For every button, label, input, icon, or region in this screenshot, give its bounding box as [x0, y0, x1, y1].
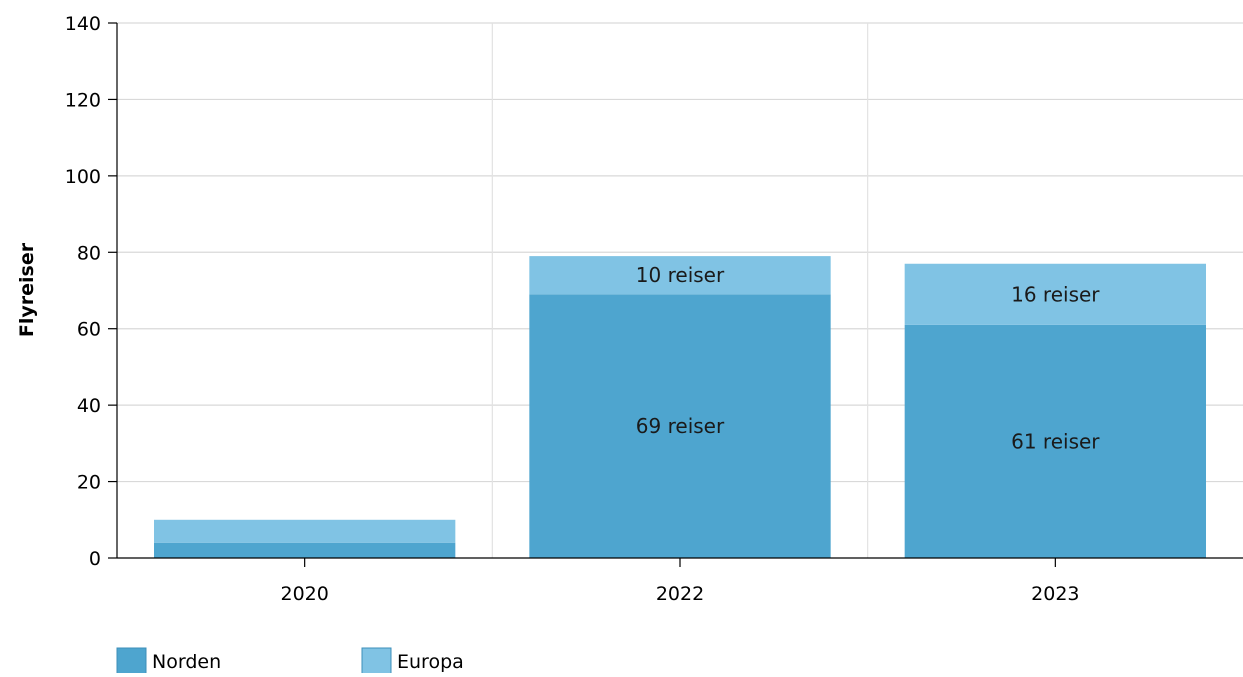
bar-norden-2022[interactable] [529, 294, 831, 558]
y-tick-label: 60 [77, 319, 101, 341]
y-tick-label: 140 [65, 13, 101, 35]
y-axis-title: Flyreiser [16, 242, 38, 337]
bar-norden-2020[interactable] [154, 542, 456, 558]
y-tick-label: 20 [77, 472, 101, 494]
bars-layer [154, 256, 1206, 558]
data-label-norden-2023: 61 reiser [1011, 429, 1100, 453]
y-tick-label: 40 [77, 395, 101, 417]
data-label-europa-2023: 16 reiser [1011, 282, 1100, 306]
y-tick-label: 0 [89, 548, 101, 570]
bar-europa-2020[interactable] [154, 519, 456, 543]
legend-swatch-norden [116, 647, 147, 676]
x-tick-label-2022: 2022 [656, 583, 704, 605]
y-tick-label: 100 [65, 166, 101, 188]
legend: Norden Europa [116, 647, 464, 676]
legend-label-europa: Europa [397, 651, 464, 673]
x-tick-label-2023: 2023 [1031, 583, 1079, 605]
data-labels-layer: 69 reiser 10 reiser 61 reiser 16 reiser [636, 263, 1101, 453]
data-label-norden-2022: 69 reiser [636, 414, 725, 438]
x-tick-label-2020: 2020 [280, 583, 328, 605]
axes-layer: 0 20 40 60 80 100 120 140 2020 2022 2023 [65, 13, 1243, 605]
legend-swatch-europa [361, 647, 392, 676]
bar-europa-2022[interactable] [529, 256, 831, 295]
data-label-europa-2022: 10 reiser [636, 263, 725, 287]
y-tick-label: 80 [77, 242, 101, 264]
bar-norden-2023[interactable] [904, 324, 1206, 558]
y-tick-label: 120 [65, 89, 101, 111]
legend-label-norden: Norden [152, 651, 221, 673]
bar-europa-2023[interactable] [904, 263, 1206, 325]
